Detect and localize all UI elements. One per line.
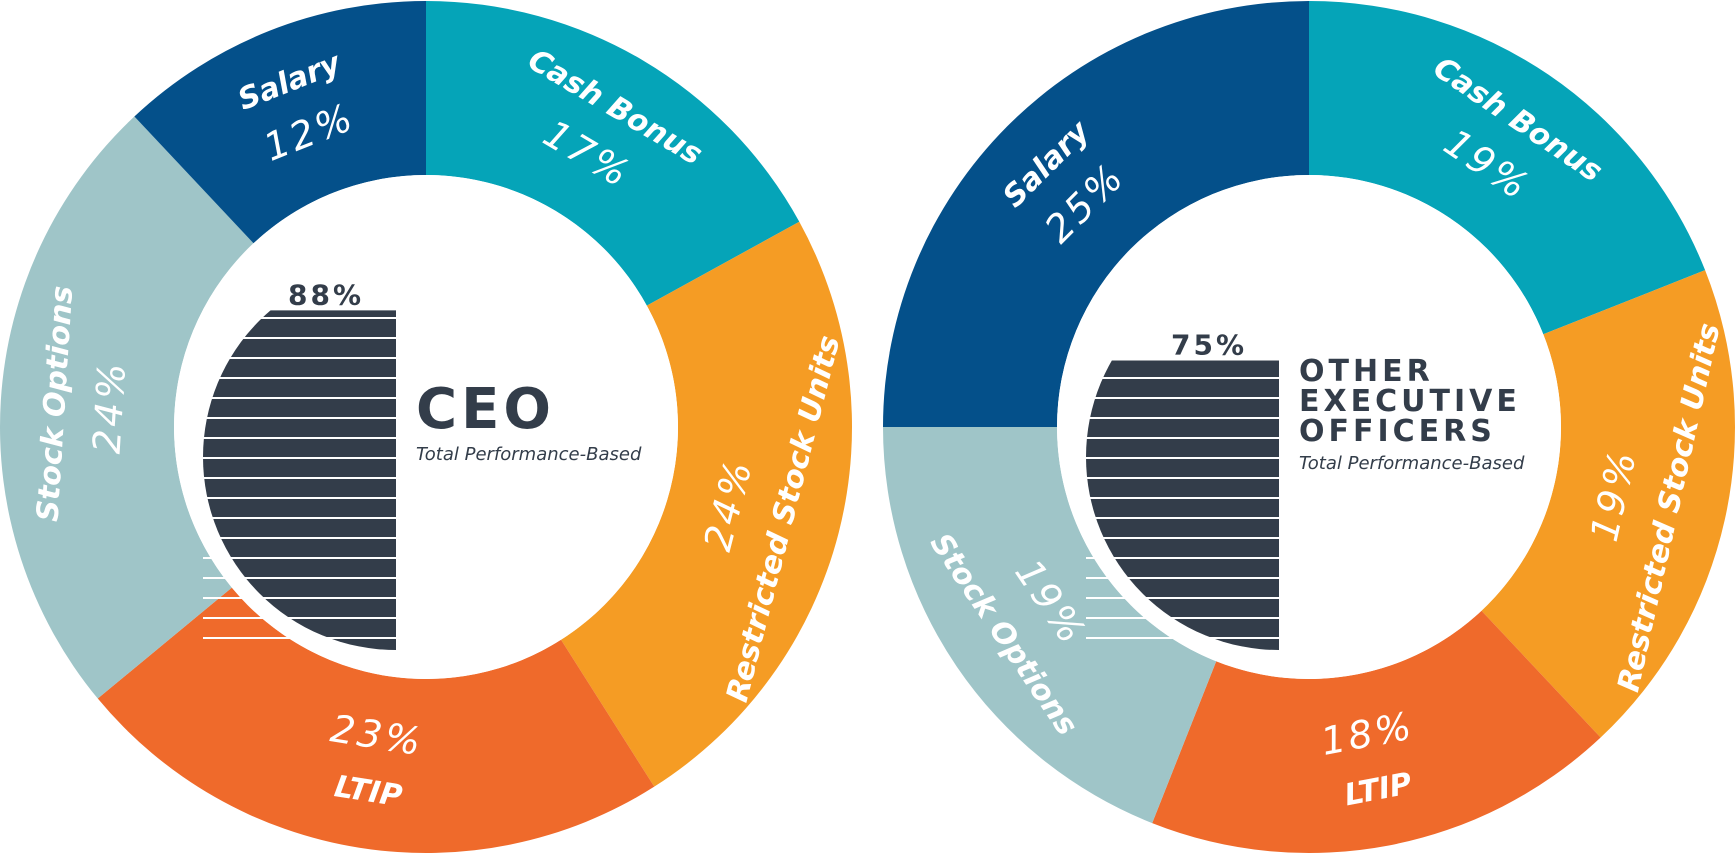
center-subtitle: Total Performance-Based bbox=[416, 444, 642, 465]
slice bbox=[1481, 270, 1735, 738]
performance-fill bbox=[203, 310, 396, 650]
slice bbox=[0, 116, 254, 699]
slice bbox=[426, 1, 800, 306]
slice bbox=[561, 221, 853, 787]
slice bbox=[1309, 1, 1706, 335]
center-title: CEO bbox=[416, 377, 555, 442]
center-title: OTHER EXECUTIVE OFFICERS bbox=[1299, 354, 1521, 449]
slice bbox=[883, 1, 1309, 427]
slice bbox=[883, 427, 1217, 824]
slice bbox=[97, 587, 655, 854]
center-subtitle: Total Performance-Based bbox=[1299, 453, 1525, 474]
slice bbox=[1152, 610, 1601, 853]
performance-label: 88% bbox=[288, 278, 364, 311]
slice bbox=[134, 1, 426, 244]
performance-label: 75% bbox=[1171, 329, 1247, 362]
slice-value-label: 24% bbox=[85, 359, 135, 455]
